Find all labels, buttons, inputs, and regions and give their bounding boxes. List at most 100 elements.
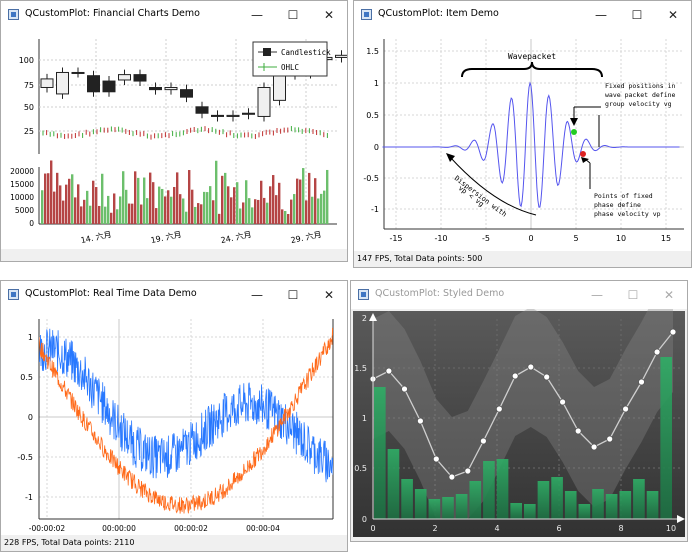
candle xyxy=(102,80,116,93)
financial-window[interactable]: QCustomPlot: Financial Charts Demo — ☐ ✕… xyxy=(0,0,348,262)
y-tick: 1 xyxy=(28,333,33,342)
volume-bar xyxy=(107,195,110,224)
y-tick: 0 xyxy=(28,413,33,422)
bar xyxy=(633,479,645,519)
volume-bar xyxy=(53,191,56,224)
maximize-button[interactable]: ☐ xyxy=(627,288,639,302)
volume-bar xyxy=(110,212,113,224)
window-title: QCustomPlot: Real Time Data Demo xyxy=(25,288,197,299)
volume-bar xyxy=(323,190,326,224)
legend-ohlc: OHLC xyxy=(281,63,299,72)
y-tick: 1.5 xyxy=(354,364,367,373)
volume-bar xyxy=(155,208,158,224)
volume-bar xyxy=(275,195,278,224)
window-title: QCustomPlot: Styled Demo xyxy=(375,288,505,299)
volume-bar xyxy=(116,209,119,224)
volume-bar xyxy=(257,199,260,224)
volume-bar xyxy=(119,196,122,224)
title-bar[interactable]: QCustomPlot: Financial Charts Demo — ☐ ✕ xyxy=(1,1,347,29)
volume-bar xyxy=(293,194,296,224)
styled-plot[interactable]: 2 1.5 1 0.5 0 0 2 4 6 8 10 xyxy=(351,281,687,542)
styled-window[interactable]: QCustomPlot: Styled Demo — ☐ ✕ xyxy=(350,280,688,542)
volume-bar xyxy=(287,213,290,224)
title-bar[interactable]: QCustomPlot: Item Demo — ☐ ✕ xyxy=(354,1,691,29)
y-tick: -1 xyxy=(371,205,379,214)
maximize-button[interactable]: ☐ xyxy=(287,288,299,302)
x-tick: 00:00:04 xyxy=(246,524,280,533)
volume-bar xyxy=(227,186,230,224)
confidence-band xyxy=(373,281,673,519)
bar xyxy=(564,491,577,519)
volume-bar xyxy=(74,197,77,224)
close-button[interactable]: ✕ xyxy=(323,288,335,302)
bar xyxy=(401,479,413,519)
bar xyxy=(428,499,441,519)
data-point xyxy=(527,363,535,371)
y-tick: 0.5 xyxy=(354,464,367,473)
wavepacket-curve xyxy=(382,81,680,208)
volume-bar xyxy=(152,182,155,224)
volume-bar xyxy=(167,190,170,224)
x-tick: 10 xyxy=(616,234,626,243)
volume-bar xyxy=(263,197,266,224)
volume-bar xyxy=(80,206,83,224)
volume-bar xyxy=(125,189,128,224)
bar xyxy=(483,461,495,519)
volume-bar xyxy=(86,190,89,224)
date-tick: 24. 六月 xyxy=(220,229,253,245)
x-tick: 6 xyxy=(556,524,561,533)
wavepacket-bracket xyxy=(461,61,603,78)
item-plot[interactable]: 1.5 1 0.5 0 -0.5 -1 -15 -10 -5 0 5 10 15… xyxy=(354,29,691,253)
maximize-button[interactable]: ☐ xyxy=(631,8,643,22)
group-velocity-label: Fixed positions in xyxy=(605,82,676,90)
minimize-button[interactable]: — xyxy=(595,8,607,22)
volume-bar xyxy=(290,199,293,224)
volume-bar xyxy=(305,200,308,224)
minimize-button[interactable]: — xyxy=(251,288,263,302)
volume-bar xyxy=(266,202,269,224)
volume-bar xyxy=(47,173,50,224)
minimize-button[interactable]: — xyxy=(251,8,263,22)
realtime-plot[interactable]: 1 0.5 0 -0.5 -1 -00:00:02 00:00:00 00:00… xyxy=(1,309,347,537)
volume-bar xyxy=(143,177,146,224)
volume-bar xyxy=(221,175,224,224)
volume-bar xyxy=(311,196,314,224)
volume-bar xyxy=(212,200,215,224)
minimize-button[interactable]: — xyxy=(591,288,603,302)
volume-bar xyxy=(269,186,272,224)
x-tick: 15 xyxy=(661,234,671,243)
realtime-window[interactable]: QCustomPlot: Real Time Data Demo — ☐ ✕ 1… xyxy=(0,280,348,552)
date-tick: 29. 六月 xyxy=(290,229,323,245)
bar xyxy=(442,497,454,519)
x-tick: 2 xyxy=(432,524,437,533)
volume-tick: 15000 xyxy=(10,180,34,189)
x-tick: 00:00:00 xyxy=(102,524,136,533)
close-button[interactable]: ✕ xyxy=(663,288,675,302)
y-tick: -1 xyxy=(25,493,33,502)
financial-plot[interactable]: 100 75 50 25 20000 15000 10000 5000 0 14… xyxy=(1,29,347,249)
volume-bar xyxy=(242,202,245,224)
price-tick: 75 xyxy=(24,81,34,90)
maximize-button[interactable]: ☐ xyxy=(287,8,299,22)
status-bar: 228 FPS, Total Data points: 2110 xyxy=(1,535,347,551)
title-bar[interactable]: QCustomPlot: Real Time Data Demo — ☐ ✕ xyxy=(1,281,347,309)
close-button[interactable]: ✕ xyxy=(667,8,679,22)
volume-bar xyxy=(158,186,161,224)
volume-bar xyxy=(77,184,80,224)
volume-bar xyxy=(50,160,53,224)
volume-bar xyxy=(284,210,287,224)
x-tick: 5 xyxy=(573,234,578,243)
x-tick: -10 xyxy=(434,234,447,243)
volume-bar xyxy=(326,169,329,224)
volume-bar xyxy=(128,203,131,224)
data-point xyxy=(479,437,487,445)
volume-bar xyxy=(176,172,179,224)
window-title: QCustomPlot: Item Demo xyxy=(378,8,499,19)
title-bar[interactable]: QCustomPlot: Styled Demo — ☐ ✕ xyxy=(351,281,687,309)
close-button[interactable]: ✕ xyxy=(323,8,335,22)
candle xyxy=(273,74,286,101)
volume-bar xyxy=(308,172,311,224)
volume-bar xyxy=(302,168,305,224)
y-tick: 1 xyxy=(374,79,379,88)
item-window[interactable]: QCustomPlot: Item Demo — ☐ ✕ 1.5 1 0.5 0… xyxy=(353,0,692,268)
